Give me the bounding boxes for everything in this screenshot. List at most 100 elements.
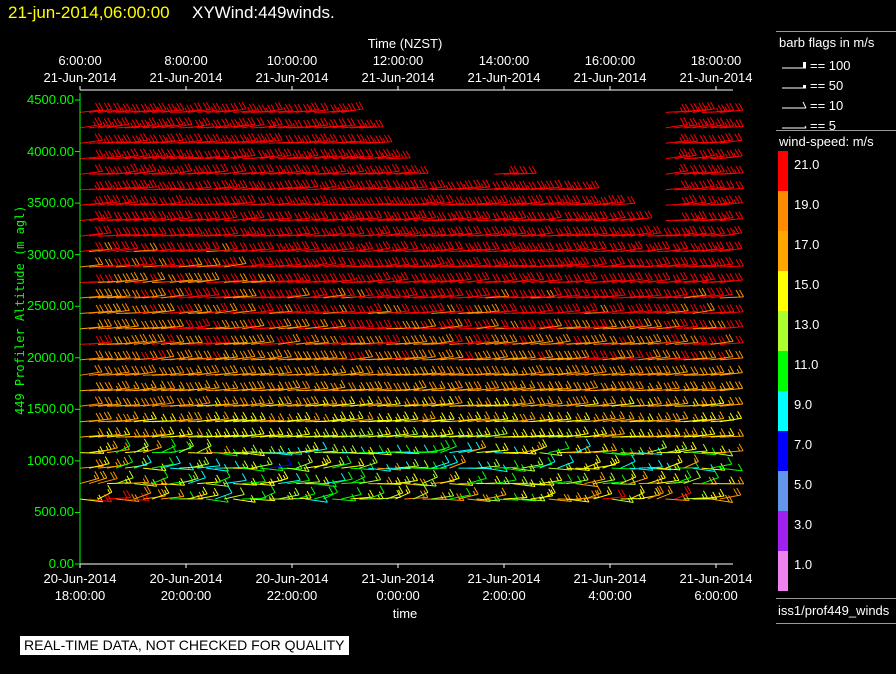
barb-tick bbox=[368, 287, 374, 296]
barb-half-tick bbox=[384, 430, 388, 435]
barb-half-tick bbox=[295, 415, 299, 421]
barb-half-tick bbox=[258, 399, 262, 404]
barb-tick bbox=[395, 149, 401, 157]
barb-half-tick bbox=[467, 400, 471, 406]
barb-tick bbox=[170, 380, 176, 389]
wind-barb bbox=[395, 473, 419, 485]
barb-tick bbox=[501, 289, 506, 297]
barb-half-tick bbox=[364, 138, 368, 143]
barb-tick bbox=[448, 426, 454, 435]
barb-half-tick bbox=[421, 400, 425, 405]
barb-tick bbox=[140, 164, 146, 173]
barb-tick bbox=[383, 396, 389, 405]
wind-barb bbox=[133, 333, 157, 345]
wind-barb bbox=[142, 440, 162, 454]
barb-tick bbox=[225, 469, 231, 478]
barb-tick bbox=[231, 320, 236, 329]
barb-tick bbox=[279, 412, 285, 421]
barb-tick bbox=[206, 350, 212, 358]
barb-half-tick bbox=[94, 184, 98, 190]
barb-tick bbox=[135, 227, 140, 235]
barb-tick bbox=[113, 351, 119, 360]
barb-tick bbox=[188, 226, 194, 235]
wind-barb bbox=[143, 287, 166, 299]
barb-tick bbox=[261, 289, 267, 298]
barb-tick bbox=[297, 351, 303, 359]
barb-tick bbox=[211, 365, 217, 373]
barb-tick bbox=[213, 487, 219, 496]
barb-tick bbox=[103, 118, 109, 126]
wind-barb bbox=[260, 102, 283, 113]
barb-tick bbox=[176, 258, 182, 266]
barb-tick bbox=[455, 272, 461, 281]
barb-tick bbox=[449, 287, 455, 296]
barb-tick bbox=[261, 304, 267, 313]
barb-half-tick bbox=[400, 153, 404, 159]
barb-tick bbox=[531, 334, 536, 343]
barb-tick bbox=[297, 134, 303, 143]
barb-tick bbox=[279, 258, 285, 266]
barb-half-tick bbox=[431, 431, 435, 437]
barb-tick bbox=[323, 396, 329, 405]
wind-barb bbox=[368, 476, 393, 485]
barb-tick bbox=[216, 227, 222, 235]
barb-tick bbox=[184, 287, 190, 296]
wind-barb bbox=[188, 241, 211, 253]
barb-tick bbox=[395, 226, 401, 234]
barb-tick bbox=[117, 351, 123, 360]
barb-tick bbox=[540, 381, 546, 390]
barb-tick bbox=[104, 180, 110, 189]
barb-tick bbox=[350, 287, 355, 296]
barb-tick bbox=[135, 305, 141, 313]
barb-half-tick bbox=[439, 384, 443, 389]
barb-tick bbox=[270, 446, 276, 454]
barb-tick bbox=[133, 163, 139, 171]
barb-tick bbox=[241, 256, 247, 264]
barb-tick bbox=[429, 243, 435, 251]
barb-tick bbox=[149, 227, 155, 235]
barb-tick bbox=[338, 164, 343, 172]
wind-barb bbox=[115, 194, 139, 206]
barb-tick bbox=[121, 117, 127, 126]
barb-tick bbox=[249, 258, 254, 267]
barb-tick bbox=[276, 289, 281, 298]
barb-tick bbox=[286, 148, 292, 156]
barb-tick bbox=[104, 258, 110, 267]
barb-half-tick bbox=[526, 246, 530, 251]
barb-tick bbox=[297, 196, 303, 205]
barb-tick bbox=[323, 117, 329, 126]
barb-tick bbox=[224, 411, 229, 419]
barb-tick bbox=[249, 243, 254, 251]
barb-half-tick bbox=[164, 489, 167, 495]
barb-tick bbox=[357, 259, 363, 267]
barb-tick bbox=[369, 489, 375, 498]
barb-tick bbox=[197, 365, 203, 373]
barb-tick bbox=[140, 366, 146, 374]
barb-tick bbox=[483, 227, 488, 235]
barb-tick bbox=[107, 484, 113, 493]
barb-half-tick bbox=[165, 137, 169, 142]
barb-tick bbox=[448, 349, 454, 357]
barb-tick bbox=[170, 133, 176, 141]
wind-barb bbox=[161, 257, 185, 268]
barb-tick bbox=[252, 103, 258, 111]
barb-tick bbox=[295, 333, 301, 342]
barb-tick bbox=[266, 320, 272, 328]
barb-tick bbox=[500, 334, 506, 343]
barb-tick bbox=[477, 273, 483, 281]
barb-tick bbox=[321, 243, 326, 251]
barb-tick bbox=[413, 241, 419, 249]
barb-tick bbox=[194, 149, 200, 158]
barb-half-tick bbox=[156, 443, 160, 449]
barb-tick bbox=[133, 148, 139, 156]
barb-tick bbox=[476, 210, 482, 218]
barb-tick bbox=[259, 117, 265, 125]
wind-barb bbox=[206, 179, 230, 191]
barb-tick bbox=[383, 196, 389, 204]
barb-tick bbox=[346, 455, 352, 464]
barb-tick bbox=[95, 350, 101, 359]
barb-shaft bbox=[197, 465, 221, 469]
barb-half-tick bbox=[494, 400, 498, 406]
barb-tick bbox=[368, 427, 374, 435]
barb-tick bbox=[403, 271, 409, 280]
